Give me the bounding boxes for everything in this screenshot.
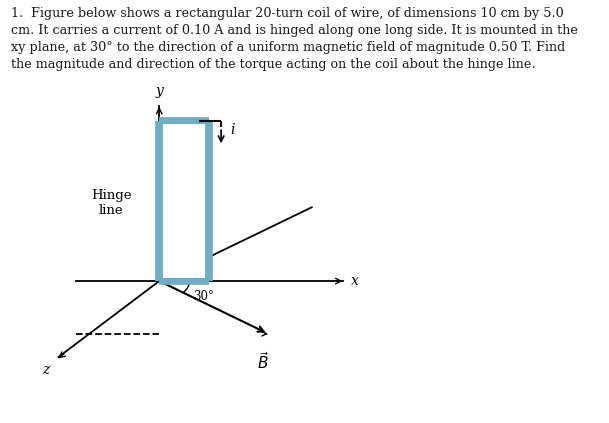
Text: $\vec{B}$: $\vec{B}$ — [257, 351, 269, 371]
Text: 30°: 30° — [194, 290, 214, 303]
Bar — [159, 121, 208, 281]
Text: Hinge
line: Hinge line — [91, 189, 132, 217]
Text: i: i — [230, 123, 234, 137]
Bar — [163, 124, 205, 278]
Text: x: x — [350, 274, 358, 288]
Text: 1.  Figure below shows a rectangular 20-turn coil of wire, of dimensions 10 cm b: 1. Figure below shows a rectangular 20-t… — [11, 7, 577, 71]
Text: z: z — [43, 363, 49, 377]
Text: y: y — [155, 84, 163, 98]
